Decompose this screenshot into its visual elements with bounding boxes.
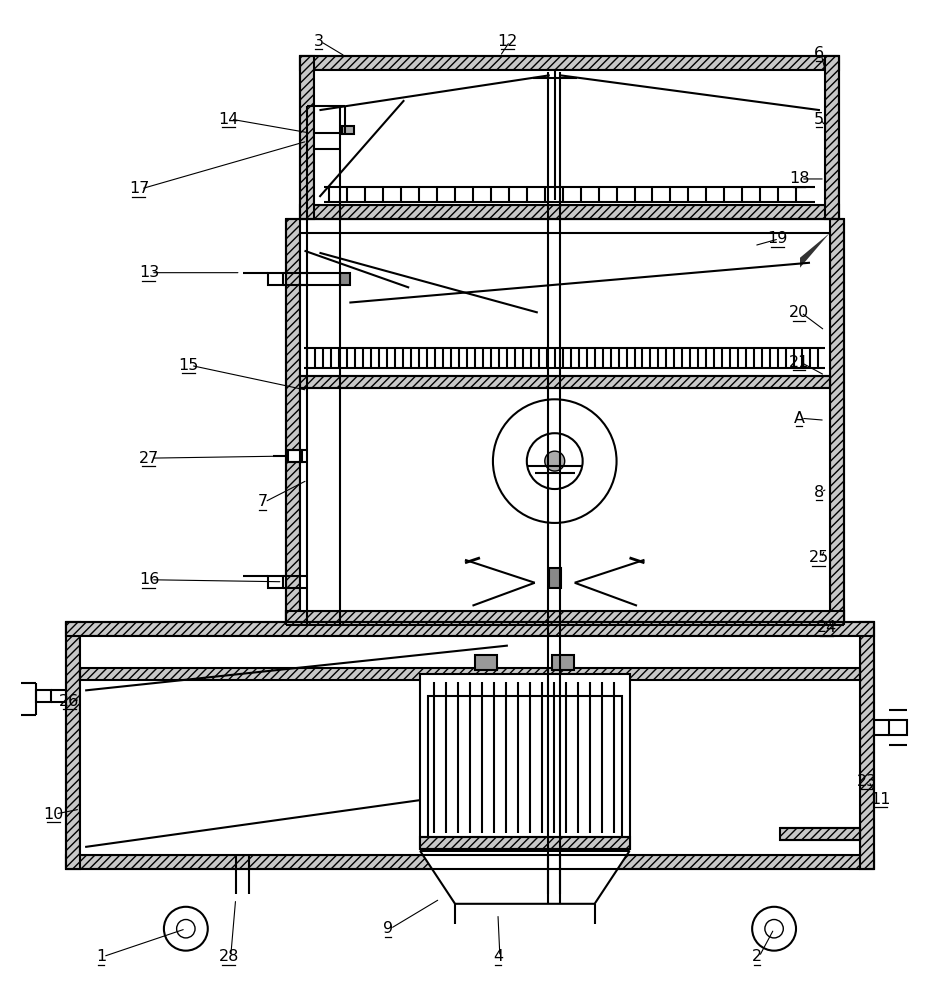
Text: 8: 8 xyxy=(813,485,824,500)
Bar xyxy=(889,720,907,735)
Text: 20: 20 xyxy=(789,305,809,320)
Text: 2: 2 xyxy=(752,949,762,964)
Bar xyxy=(428,696,622,841)
Polygon shape xyxy=(800,233,830,268)
Bar xyxy=(860,622,874,869)
Circle shape xyxy=(493,399,616,523)
Text: 25: 25 xyxy=(809,550,829,565)
Text: 28: 28 xyxy=(219,949,239,964)
Text: 26: 26 xyxy=(59,694,79,709)
Bar xyxy=(475,655,496,670)
Bar xyxy=(80,668,860,680)
Text: 10: 10 xyxy=(43,807,64,822)
Text: 23: 23 xyxy=(856,774,877,789)
Bar xyxy=(420,837,629,849)
Text: 15: 15 xyxy=(179,358,199,373)
Bar xyxy=(552,655,574,670)
Text: 5: 5 xyxy=(813,112,824,127)
Polygon shape xyxy=(420,851,629,904)
Bar xyxy=(300,56,839,70)
Text: 24: 24 xyxy=(817,620,837,635)
Text: 1: 1 xyxy=(96,949,107,964)
Text: 12: 12 xyxy=(497,34,518,49)
Text: 13: 13 xyxy=(138,265,159,280)
Text: 21: 21 xyxy=(789,355,809,370)
Bar xyxy=(267,576,282,588)
Bar xyxy=(285,611,844,625)
Text: 18: 18 xyxy=(789,171,810,186)
Text: 6: 6 xyxy=(813,46,824,61)
Text: 9: 9 xyxy=(383,921,394,936)
Circle shape xyxy=(526,433,583,489)
Text: 11: 11 xyxy=(870,792,891,807)
Text: 4: 4 xyxy=(493,949,503,964)
Circle shape xyxy=(765,920,784,938)
Bar xyxy=(825,56,839,219)
Bar xyxy=(285,611,844,625)
Text: 16: 16 xyxy=(138,572,159,587)
Bar xyxy=(66,622,80,869)
Bar xyxy=(299,376,830,388)
Bar xyxy=(830,219,844,625)
Bar xyxy=(285,219,299,625)
Bar xyxy=(342,126,354,134)
Bar xyxy=(288,450,303,462)
Text: 27: 27 xyxy=(138,451,159,466)
Text: 7: 7 xyxy=(257,494,267,509)
Bar xyxy=(36,690,51,702)
Text: 3: 3 xyxy=(313,34,324,49)
Circle shape xyxy=(164,907,208,951)
Bar xyxy=(314,70,825,205)
Circle shape xyxy=(545,451,565,471)
Bar xyxy=(780,828,860,840)
Circle shape xyxy=(752,907,796,951)
Bar xyxy=(66,622,874,636)
Bar xyxy=(300,56,314,219)
Text: 14: 14 xyxy=(219,112,239,127)
Bar xyxy=(549,568,561,588)
Bar xyxy=(267,273,282,285)
Bar xyxy=(66,855,874,869)
Bar xyxy=(299,233,830,611)
Circle shape xyxy=(177,920,195,938)
Bar xyxy=(340,273,351,285)
Text: 19: 19 xyxy=(767,231,787,246)
Bar xyxy=(300,205,839,219)
Text: 17: 17 xyxy=(129,181,150,196)
Bar xyxy=(420,674,629,849)
Text: A: A xyxy=(794,411,804,426)
Bar xyxy=(80,636,860,855)
